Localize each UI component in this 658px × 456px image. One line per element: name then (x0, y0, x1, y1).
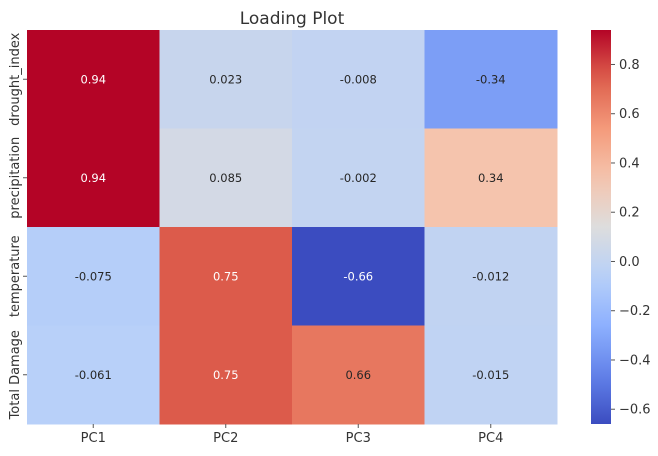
heatmap-cell (159, 128, 293, 228)
cell-value-label: -0.34 (476, 72, 506, 86)
x-tick-label: PC1 (81, 431, 106, 446)
colorbar-tick-label: 0.4 (619, 156, 640, 171)
heatmap-cell (159, 30, 293, 129)
x-tick-label: PC4 (478, 431, 503, 446)
heatmap-cells: 0.94 0.023 -0.008 -0.34 0.94 0.085 -0.002 0.34 -… (27, 30, 558, 425)
cell-value-label: 0.94 (80, 72, 106, 86)
chart-title: Loading Plot (240, 9, 345, 29)
heatmap-cell (159, 325, 293, 425)
y-tick-label: Total Damage (8, 330, 23, 420)
y-tick-label: drought_index (8, 32, 23, 125)
heatmap-cell (27, 325, 160, 425)
colorbar-tick-label: −0.6 (619, 403, 651, 418)
heatmap-cell (27, 128, 160, 228)
heatmap-cell (27, 30, 160, 129)
cell-value-label: -0.008 (340, 72, 377, 86)
x-tick-label: PC2 (213, 431, 238, 446)
x-tick-label: PC3 (346, 431, 371, 446)
colorbar-tick-label: −0.2 (619, 304, 651, 319)
colorbar-tick-label: 0.2 (619, 206, 640, 221)
cell-value-label: -0.061 (75, 368, 112, 382)
heatmap-cell (292, 325, 425, 425)
cell-value-label: 0.75 (213, 368, 239, 382)
y-tick-label: temperature (8, 235, 23, 317)
cell-value-label: -0.66 (343, 269, 373, 283)
heatmap-cell (424, 128, 558, 228)
cell-value-label: 0.75 (213, 269, 239, 283)
heatmap-cell (424, 227, 558, 326)
cell-value-label: -0.012 (472, 269, 509, 283)
heatmap-cell (27, 227, 160, 326)
x-axis: PC1 PC2 PC3 PC4 (81, 424, 503, 446)
heatmap-cell (159, 227, 293, 326)
heatmap-cell (424, 325, 558, 425)
cell-value-label: -0.002 (340, 171, 377, 185)
heatmap-cell (292, 227, 425, 326)
y-axis: drought_index precipitation temperature Tot… (8, 32, 27, 420)
heatmap-cell (292, 128, 425, 228)
cell-value-label: 0.085 (209, 171, 242, 185)
cell-value-label: -0.015 (472, 368, 509, 382)
y-tick-label: precipitation (8, 137, 23, 219)
cell-value-label: 0.94 (80, 171, 106, 185)
cell-value-label: 0.66 (345, 368, 371, 382)
colorbar-tick-label: 0.0 (619, 255, 640, 270)
colorbar-tick-label: 0.6 (619, 107, 640, 122)
cell-value-label: 0.34 (478, 171, 504, 185)
heatmap-cell (292, 30, 425, 129)
colorbar: 0.8 0.6 0.4 0.2 0.0 −0.2 −0.4 −0.6 (591, 30, 651, 424)
colorbar-gradient (591, 30, 611, 424)
colorbar-tick-label: 0.8 (619, 58, 640, 73)
cell-value-label: 0.023 (209, 72, 242, 86)
cell-value-label: -0.075 (75, 269, 112, 283)
heatmap-cell (424, 30, 558, 129)
colorbar-tick-label: −0.4 (619, 353, 651, 368)
